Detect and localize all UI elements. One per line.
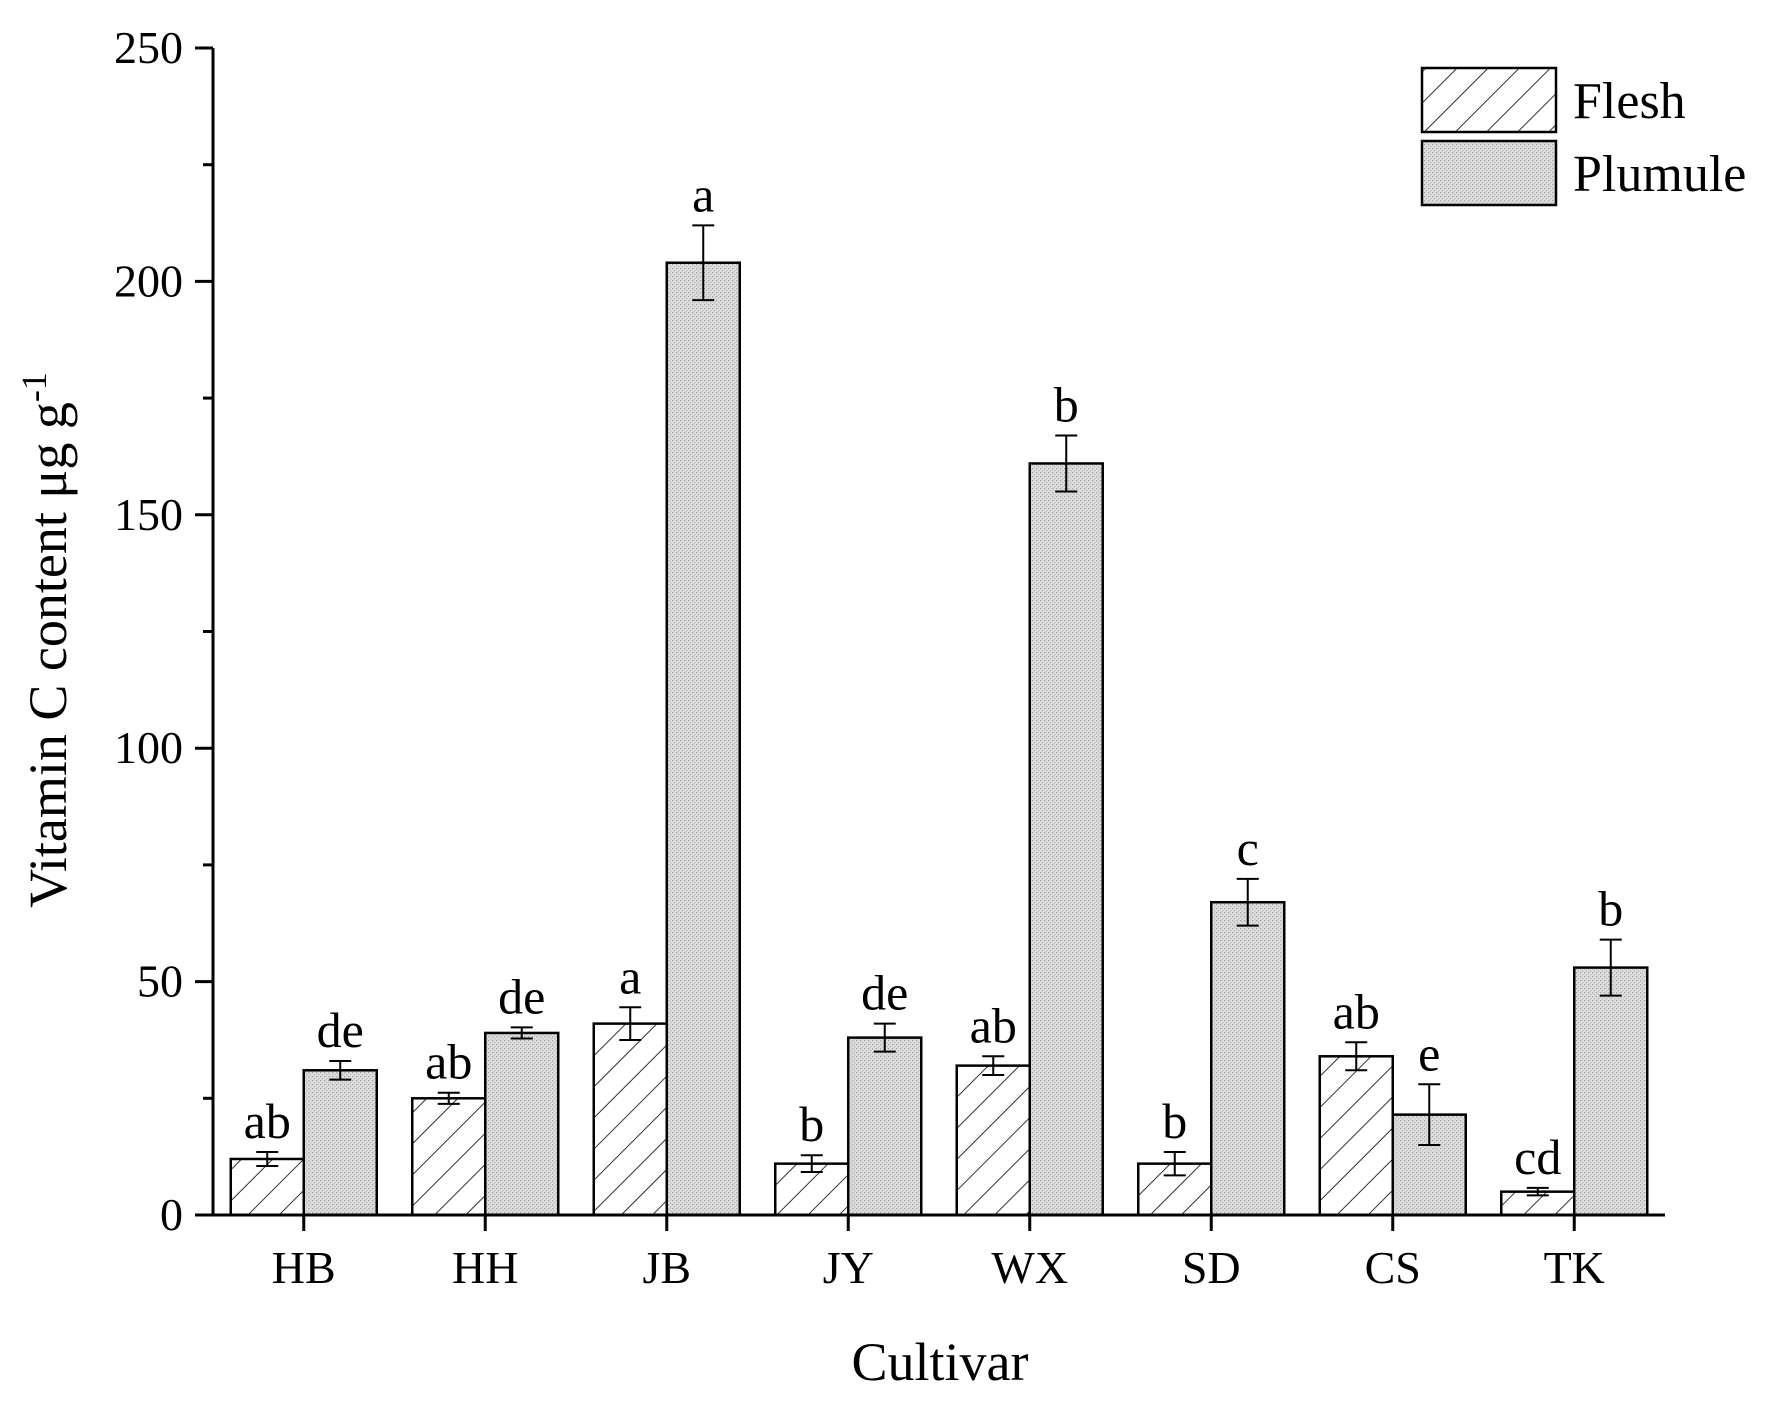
y-axis-title-main: Vitamin C content μg g: [18, 402, 78, 908]
bar-plumule-wx: [1028, 462, 1104, 1217]
significance-label: b: [1162, 1093, 1187, 1149]
x-tick-label: JY: [823, 1242, 874, 1293]
x-axis-title: Cultivar: [852, 1332, 1029, 1392]
x-tick-label: WX: [991, 1242, 1068, 1293]
y-tick-label: 50: [137, 956, 183, 1007]
x-tick-label: TK: [1544, 1242, 1605, 1293]
significance-label: c: [1237, 820, 1259, 876]
bar-flesh-jb: [592, 1022, 668, 1217]
significance-label: e: [1418, 1025, 1440, 1081]
bar-plumule-hb: [302, 1069, 378, 1217]
x-tick-label: SD: [1182, 1242, 1241, 1293]
legend-label-flesh: Flesh: [1573, 73, 1686, 130]
axes: 0 50 100 150 200 250 HB HH JB JY WX SD CS TK: [114, 22, 1665, 1293]
bar-plumule-jb: [665, 261, 741, 1217]
bar-flesh-cs: [1318, 1055, 1394, 1217]
significance-label: a: [619, 948, 641, 1004]
significance-label: cd: [1514, 1129, 1561, 1185]
x-tick-label: CS: [1365, 1242, 1421, 1293]
significance-label: b: [1054, 376, 1079, 432]
bar-plumule-tk: [1573, 966, 1649, 1217]
significance-label: a: [692, 166, 714, 222]
significance-label: ab: [1333, 983, 1380, 1039]
bar-plumule-jy: [847, 1036, 923, 1217]
significance-label: de: [498, 968, 545, 1024]
significance-label: b: [1598, 881, 1623, 937]
bar-flesh-hh: [411, 1097, 487, 1217]
y-tick-label: 150: [114, 489, 183, 540]
x-tick-label: HB: [272, 1242, 336, 1293]
bar-plumule-sd: [1210, 900, 1286, 1217]
y-tick-label: 200: [114, 255, 183, 306]
legend-swatch-flesh: [1420, 66, 1558, 134]
significance-label: de: [317, 1002, 364, 1058]
significance-label: ab: [425, 1034, 472, 1090]
y-tick-label: 100: [114, 722, 183, 773]
y-tick-label: 250: [114, 22, 183, 73]
y-tick-label: 0: [160, 1189, 183, 1240]
significance-label: ab: [970, 997, 1017, 1053]
legend-swatch-plumule: [1420, 139, 1558, 207]
x-tick-label: JB: [642, 1242, 691, 1293]
bar-plumule-hh: [484, 1031, 560, 1217]
significance-label: ab: [244, 1093, 291, 1149]
legend-label-plumule: Plumule: [1573, 146, 1746, 203]
significance-label: de: [861, 965, 908, 1021]
significance-label: b: [799, 1096, 824, 1152]
bar-flesh-wx: [955, 1064, 1031, 1217]
legend: Flesh Plumule: [1420, 66, 1746, 207]
y-axis-title: Vitamin C content μg g-1: [14, 372, 78, 908]
bar-flesh-hb: [229, 1157, 305, 1217]
y-axis-title-superscript: -1: [14, 372, 54, 402]
x-tick-label: HH: [452, 1242, 518, 1293]
